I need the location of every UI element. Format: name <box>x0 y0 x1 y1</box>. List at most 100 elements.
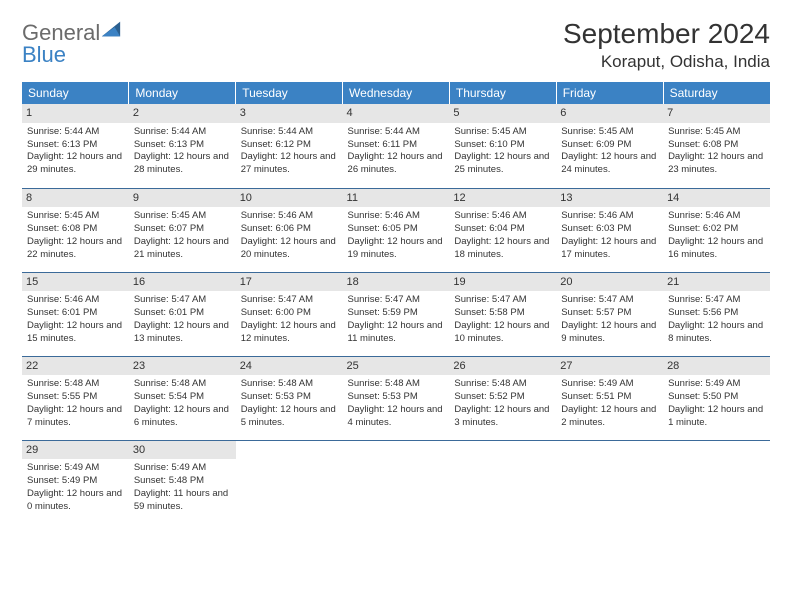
title-block: September 2024 Koraput, Odisha, India <box>563 18 770 72</box>
day-number: 9 <box>129 189 236 208</box>
daylight-line: Daylight: 12 hours and 24 minutes. <box>561 151 658 177</box>
daylight-line: Daylight: 12 hours and 4 minutes. <box>348 404 445 430</box>
day-cell: 30Sunrise: 5:49 AMSunset: 5:48 PMDayligh… <box>129 440 236 524</box>
sunrise-line: Sunrise: 5:49 AM <box>561 378 658 391</box>
daylight-line: Daylight: 12 hours and 12 minutes. <box>241 320 338 346</box>
day-cell: 12Sunrise: 5:46 AMSunset: 6:04 PMDayligh… <box>449 188 556 272</box>
dow-sunday: Sunday <box>22 82 129 104</box>
day-cell: 7Sunrise: 5:45 AMSunset: 6:08 PMDaylight… <box>663 104 770 188</box>
day-number: 10 <box>236 189 343 208</box>
day-number: 20 <box>556 273 663 292</box>
day-number: 25 <box>343 357 450 376</box>
day-number: 6 <box>556 104 663 123</box>
sunrise-line: Sunrise: 5:47 AM <box>668 294 765 307</box>
sunset-line: Sunset: 6:01 PM <box>134 307 231 320</box>
sunset-line: Sunset: 6:08 PM <box>27 223 124 236</box>
daylight-line: Daylight: 12 hours and 22 minutes. <box>27 236 124 262</box>
day-cell <box>449 440 556 524</box>
sunrise-line: Sunrise: 5:47 AM <box>348 294 445 307</box>
day-cell: 18Sunrise: 5:47 AMSunset: 5:59 PMDayligh… <box>343 272 450 356</box>
sunset-line: Sunset: 6:07 PM <box>134 223 231 236</box>
sunset-line: Sunset: 5:52 PM <box>454 391 551 404</box>
sunset-line: Sunset: 6:08 PM <box>668 139 765 152</box>
sunrise-line: Sunrise: 5:46 AM <box>241 210 338 223</box>
day-cell: 24Sunrise: 5:48 AMSunset: 5:53 PMDayligh… <box>236 356 343 440</box>
calendar-row: 1Sunrise: 5:44 AMSunset: 6:13 PMDaylight… <box>22 104 770 188</box>
day-cell: 6Sunrise: 5:45 AMSunset: 6:09 PMDaylight… <box>556 104 663 188</box>
sunset-line: Sunset: 5:55 PM <box>27 391 124 404</box>
day-cell <box>236 440 343 524</box>
day-cell: 19Sunrise: 5:47 AMSunset: 5:58 PMDayligh… <box>449 272 556 356</box>
daylight-line: Daylight: 12 hours and 27 minutes. <box>241 151 338 177</box>
sunset-line: Sunset: 6:13 PM <box>27 139 124 152</box>
sunset-line: Sunset: 5:54 PM <box>134 391 231 404</box>
daylight-line: Daylight: 12 hours and 1 minute. <box>668 404 765 430</box>
dow-saturday: Saturday <box>663 82 770 104</box>
day-number: 14 <box>663 189 770 208</box>
sunrise-line: Sunrise: 5:45 AM <box>454 126 551 139</box>
day-number: 1 <box>22 104 129 123</box>
daylight-line: Daylight: 12 hours and 25 minutes. <box>454 151 551 177</box>
daylight-line: Daylight: 12 hours and 11 minutes. <box>348 320 445 346</box>
calendar-table: SundayMondayTuesdayWednesdayThursdayFrid… <box>22 82 770 524</box>
daylight-line: Daylight: 12 hours and 9 minutes. <box>561 320 658 346</box>
calendar-row: 22Sunrise: 5:48 AMSunset: 5:55 PMDayligh… <box>22 356 770 440</box>
sunset-line: Sunset: 5:48 PM <box>134 475 231 488</box>
sunset-line: Sunset: 6:13 PM <box>134 139 231 152</box>
day-number: 8 <box>22 189 129 208</box>
logo-text: General Blue <box>22 18 122 66</box>
calendar-row: 29Sunrise: 5:49 AMSunset: 5:49 PMDayligh… <box>22 440 770 524</box>
day-number: 12 <box>449 189 556 208</box>
day-cell <box>343 440 450 524</box>
day-cell: 17Sunrise: 5:47 AMSunset: 6:00 PMDayligh… <box>236 272 343 356</box>
day-cell: 11Sunrise: 5:46 AMSunset: 6:05 PMDayligh… <box>343 188 450 272</box>
day-number: 16 <box>129 273 236 292</box>
sunset-line: Sunset: 5:51 PM <box>561 391 658 404</box>
sunset-line: Sunset: 5:57 PM <box>561 307 658 320</box>
daylight-line: Daylight: 12 hours and 6 minutes. <box>134 404 231 430</box>
day-cell: 21Sunrise: 5:47 AMSunset: 5:56 PMDayligh… <box>663 272 770 356</box>
day-cell: 1Sunrise: 5:44 AMSunset: 6:13 PMDaylight… <box>22 104 129 188</box>
day-number: 11 <box>343 189 450 208</box>
day-number: 30 <box>129 441 236 460</box>
day-cell <box>556 440 663 524</box>
sunset-line: Sunset: 6:12 PM <box>241 139 338 152</box>
sunset-line: Sunset: 6:06 PM <box>241 223 338 236</box>
day-number: 7 <box>663 104 770 123</box>
logo-triangle-icon <box>100 18 122 40</box>
daylight-line: Daylight: 12 hours and 0 minutes. <box>27 488 124 514</box>
month-title: September 2024 <box>563 18 770 50</box>
dow-row: SundayMondayTuesdayWednesdayThursdayFrid… <box>22 82 770 104</box>
day-cell: 29Sunrise: 5:49 AMSunset: 5:49 PMDayligh… <box>22 440 129 524</box>
day-number: 28 <box>663 357 770 376</box>
day-cell: 8Sunrise: 5:45 AMSunset: 6:08 PMDaylight… <box>22 188 129 272</box>
day-number: 4 <box>343 104 450 123</box>
day-number: 21 <box>663 273 770 292</box>
sunrise-line: Sunrise: 5:46 AM <box>561 210 658 223</box>
sunset-line: Sunset: 6:01 PM <box>27 307 124 320</box>
sunrise-line: Sunrise: 5:45 AM <box>668 126 765 139</box>
sunset-line: Sunset: 5:59 PM <box>348 307 445 320</box>
daylight-line: Daylight: 12 hours and 16 minutes. <box>668 236 765 262</box>
day-cell: 2Sunrise: 5:44 AMSunset: 6:13 PMDaylight… <box>129 104 236 188</box>
day-number: 26 <box>449 357 556 376</box>
dow-friday: Friday <box>556 82 663 104</box>
daylight-line: Daylight: 12 hours and 2 minutes. <box>561 404 658 430</box>
sunset-line: Sunset: 6:02 PM <box>668 223 765 236</box>
day-cell <box>663 440 770 524</box>
daylight-line: Daylight: 12 hours and 8 minutes. <box>668 320 765 346</box>
day-cell: 16Sunrise: 5:47 AMSunset: 6:01 PMDayligh… <box>129 272 236 356</box>
day-cell: 9Sunrise: 5:45 AMSunset: 6:07 PMDaylight… <box>129 188 236 272</box>
header: General Blue September 2024 Koraput, Odi… <box>22 18 770 72</box>
day-number: 23 <box>129 357 236 376</box>
daylight-line: Daylight: 11 hours and 59 minutes. <box>134 488 231 514</box>
sunrise-line: Sunrise: 5:44 AM <box>27 126 124 139</box>
day-cell: 10Sunrise: 5:46 AMSunset: 6:06 PMDayligh… <box>236 188 343 272</box>
daylight-line: Daylight: 12 hours and 28 minutes. <box>134 151 231 177</box>
sunset-line: Sunset: 5:50 PM <box>668 391 765 404</box>
calendar-row: 8Sunrise: 5:45 AMSunset: 6:08 PMDaylight… <box>22 188 770 272</box>
daylight-line: Daylight: 12 hours and 26 minutes. <box>348 151 445 177</box>
sunrise-line: Sunrise: 5:46 AM <box>668 210 765 223</box>
sunrise-line: Sunrise: 5:48 AM <box>241 378 338 391</box>
day-number: 15 <box>22 273 129 292</box>
